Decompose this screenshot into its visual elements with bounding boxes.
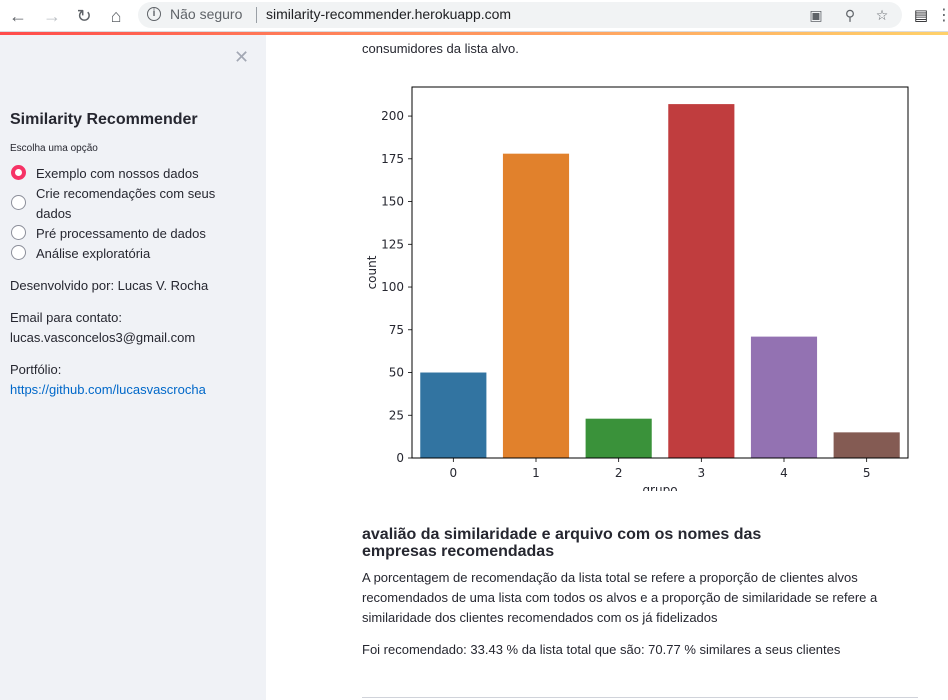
y-tick-label: 175: [381, 152, 404, 166]
section-heading: avalião da similaridade e arquivo com os…: [362, 526, 762, 560]
y-tick-label: 75: [389, 323, 404, 337]
y-tick-label: 200: [381, 109, 404, 123]
y-tick-label: 150: [381, 195, 404, 209]
radio-unselected-icon[interactable]: [11, 225, 26, 240]
extension-icon[interactable]: ▤: [913, 7, 929, 24]
address-separator: [256, 7, 257, 23]
menu-icon[interactable]: ⋮: [936, 7, 948, 24]
radio-option-example[interactable]: Exemplo com nossos dados: [10, 163, 260, 183]
close-sidebar-icon[interactable]: ✕: [234, 47, 250, 67]
radio-selected-icon[interactable]: [11, 165, 26, 180]
translate-icon[interactable]: ▣: [809, 7, 823, 23]
address-bar[interactable]: i Não seguro similarity-recommender.hero…: [138, 2, 902, 28]
info-icon[interactable]: i: [147, 7, 161, 21]
radio-option-exploratory[interactable]: Análise exploratória: [10, 243, 260, 263]
bar-0: [420, 372, 487, 458]
x-tick-label: 0: [450, 466, 458, 480]
radio-label[interactable]: Pré processamento de dados: [36, 226, 206, 241]
y-tick-label: 50: [389, 366, 404, 380]
plot-frame: [411, 86, 909, 459]
x-tick-label: 4: [780, 466, 788, 480]
radio-label[interactable]: Análise exploratória: [36, 246, 151, 261]
radio-label[interactable]: Exemplo com nossos dados: [36, 166, 199, 181]
bar-3: [668, 104, 735, 458]
radio-group-label: Escolha uma opção: [10, 143, 98, 154]
zoom-icon[interactable]: ⚲: [844, 7, 856, 23]
email-address: lucas.vasconcelos3@gmail.com: [10, 330, 196, 345]
x-tick-label: 1: [532, 466, 540, 480]
x-tick-label: 2: [615, 466, 623, 480]
explanation-paragraph: A porcentagem de recomendação da lista t…: [362, 570, 878, 625]
bar-2: [585, 418, 652, 458]
developer-credit: Desenvolvido por: Lucas V. Rocha: [10, 278, 209, 293]
intro-text: consumidores da lista alvo.: [362, 41, 519, 56]
x-tick-label: 3: [698, 466, 706, 480]
y-tick-label: 25: [389, 408, 404, 422]
radio-label[interactable]: Crie recomendações com seus dados: [36, 186, 216, 221]
radio-option-preprocessing[interactable]: Pré processamento de dados: [10, 223, 260, 243]
radio-option-create[interactable]: Crie recomendações com seus dados: [10, 183, 260, 223]
home-icon[interactable]: ⌂: [110, 6, 122, 26]
y-tick-label: 100: [381, 280, 404, 294]
y-tick-label: 0: [396, 451, 404, 465]
main-content: consumidores da lista alvo. 0 1 2 3 4 5 0 25 50 7…: [266, 35, 948, 700]
divider: [362, 697, 918, 698]
app-top-decoration: [0, 32, 948, 35]
sidebar-title: Similarity Recommender: [10, 111, 198, 128]
url-text[interactable]: similarity-recommender.herokuapp.com: [266, 6, 512, 22]
bar-4: [750, 336, 818, 458]
sidebar: ✕ Similarity Recommender Escolha uma opç…: [0, 35, 266, 700]
bookmark-star-icon[interactable]: ☆: [875, 7, 889, 23]
security-label[interactable]: Não seguro: [170, 6, 243, 22]
bar-1: [502, 153, 570, 458]
portfolio-link[interactable]: https://github.com/lucasvascrocha: [10, 382, 206, 397]
back-arrow-icon[interactable]: ←: [9, 6, 27, 26]
radio-unselected-icon[interactable]: [11, 195, 26, 210]
x-axis-label: grupo: [642, 483, 677, 491]
x-tick-label: 5: [863, 466, 871, 480]
forward-arrow-icon[interactable]: →: [43, 6, 61, 26]
browser-toolbar: ← → ↻ ⌂ i Não seguro similarity-recommen…: [0, 0, 948, 32]
y-axis-label: count: [365, 255, 379, 289]
radio-unselected-icon[interactable]: [11, 245, 26, 260]
bar-5: [833, 432, 900, 458]
reload-icon[interactable]: ↻: [76, 6, 92, 26]
result-text: Foi recomendado: 33.43 % da lista total …: [362, 642, 841, 657]
email-label: Email para contato:: [10, 310, 123, 325]
y-tick-label: 125: [381, 237, 404, 251]
portfolio-label: Portfólio:: [10, 362, 62, 377]
